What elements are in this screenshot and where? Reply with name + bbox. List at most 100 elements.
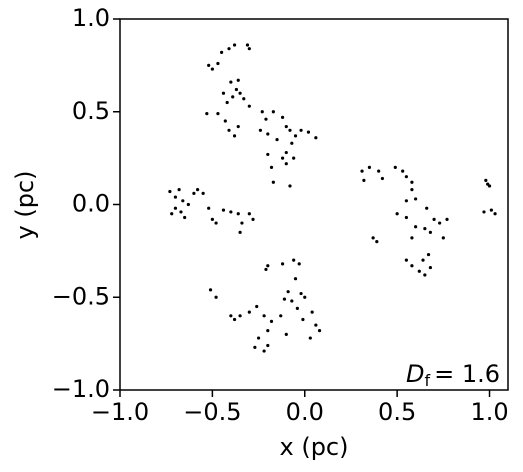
annotation-text: = 1.6 xyxy=(434,360,500,388)
point xyxy=(299,291,303,296)
plot-frame xyxy=(119,18,509,391)
point xyxy=(168,189,172,194)
point xyxy=(205,112,209,116)
point xyxy=(432,217,436,221)
point xyxy=(299,128,303,132)
point xyxy=(425,206,429,210)
y-tick-label: 1.0 xyxy=(72,4,110,32)
point xyxy=(308,336,312,340)
point xyxy=(266,343,270,348)
point xyxy=(410,188,414,192)
point xyxy=(286,290,290,294)
point xyxy=(223,119,227,123)
y-tick-label: −0.5 xyxy=(52,282,110,310)
point xyxy=(292,258,296,262)
point xyxy=(216,112,220,116)
point xyxy=(395,212,399,216)
point xyxy=(214,295,218,299)
point xyxy=(314,136,318,140)
point xyxy=(229,314,233,318)
point xyxy=(428,230,432,234)
point xyxy=(317,329,322,333)
point xyxy=(264,117,268,121)
point xyxy=(179,210,183,214)
point xyxy=(410,264,414,268)
point xyxy=(225,100,229,105)
point xyxy=(484,178,488,182)
point xyxy=(288,128,292,132)
point xyxy=(297,262,301,266)
y-axis-label: y (pc) xyxy=(11,171,39,240)
point xyxy=(404,175,408,179)
x-tick-label: 0.5 xyxy=(378,398,416,426)
point xyxy=(279,314,283,318)
point xyxy=(177,188,181,192)
point xyxy=(428,265,432,270)
point xyxy=(210,67,214,71)
point xyxy=(404,258,408,262)
point xyxy=(260,110,264,114)
point xyxy=(293,277,298,281)
point xyxy=(404,215,408,220)
point xyxy=(371,236,375,240)
point xyxy=(236,78,240,82)
point xyxy=(393,165,397,169)
x-axis-label: x (pc) xyxy=(280,433,349,461)
point xyxy=(232,317,237,322)
point xyxy=(482,210,486,214)
point xyxy=(170,212,174,216)
point xyxy=(284,150,288,155)
point xyxy=(208,288,213,292)
point xyxy=(266,152,270,157)
point xyxy=(247,310,251,314)
point xyxy=(247,47,251,51)
point xyxy=(262,314,266,318)
point xyxy=(258,128,263,132)
point xyxy=(240,221,244,225)
point xyxy=(221,208,226,212)
point xyxy=(423,273,427,277)
point xyxy=(232,43,237,47)
point xyxy=(221,91,226,95)
point xyxy=(314,323,318,327)
point xyxy=(445,217,449,221)
point xyxy=(301,317,305,322)
point xyxy=(441,236,445,240)
point xyxy=(377,169,381,173)
point xyxy=(231,95,235,99)
point xyxy=(438,221,442,225)
point xyxy=(207,63,211,67)
point xyxy=(288,184,292,188)
point xyxy=(280,156,285,160)
point xyxy=(201,191,205,195)
point xyxy=(236,212,240,216)
y-tick-label: −1.0 xyxy=(52,375,110,403)
point xyxy=(207,206,211,210)
point xyxy=(401,169,405,173)
point xyxy=(238,91,242,95)
point xyxy=(256,336,261,340)
point xyxy=(423,227,427,231)
point xyxy=(360,169,364,173)
point xyxy=(380,176,384,181)
point xyxy=(234,87,238,92)
x-tick-label: 1.0 xyxy=(470,398,508,426)
point xyxy=(264,267,268,272)
x-tick-label: −1.0 xyxy=(91,398,149,426)
point xyxy=(251,217,255,221)
point xyxy=(295,306,299,310)
point xyxy=(245,43,250,47)
point xyxy=(173,206,178,210)
point xyxy=(229,210,233,214)
point xyxy=(290,141,294,145)
x-tick-label: 0.0 xyxy=(286,398,324,426)
point xyxy=(306,130,311,134)
point xyxy=(269,165,274,169)
annotation-symbol: D xyxy=(406,360,424,388)
point xyxy=(247,104,251,108)
point xyxy=(262,349,266,353)
point xyxy=(216,61,220,66)
point xyxy=(269,319,274,323)
x-tick-label: −0.5 xyxy=(183,398,241,426)
